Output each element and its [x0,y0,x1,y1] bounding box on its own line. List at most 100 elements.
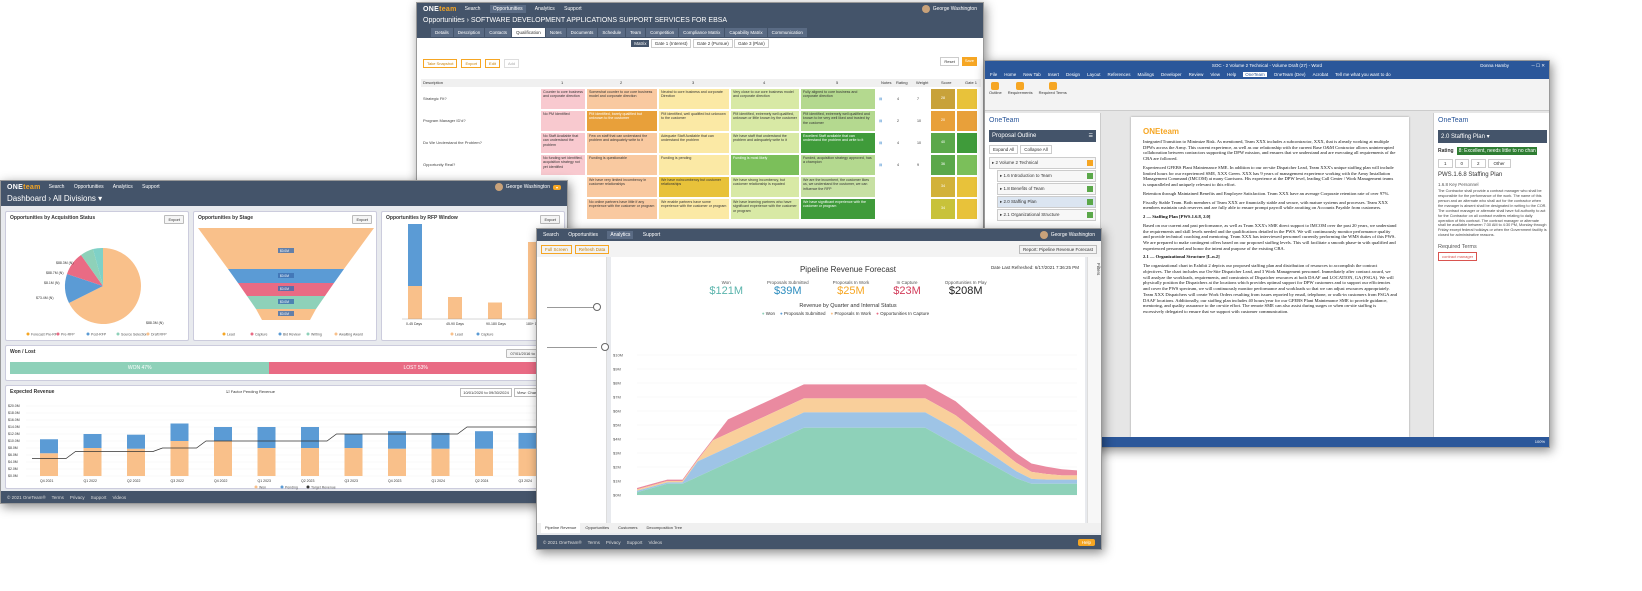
ribbon-insert[interactable]: Insert [1047,72,1059,77]
take-snapshot-button[interactable]: Take Snapshot [423,59,458,68]
criteria-cell[interactable]: We have staff that understand the proble… [731,133,799,153]
subtab-gate2[interactable]: Gate 2 (Pursue) [692,39,733,48]
outline-item[interactable]: ▸ 2.1 Organizational Structure [997,209,1096,221]
ribbon-references[interactable]: References [1107,72,1131,77]
reset-button[interactable]: Reset [940,57,959,66]
ribbon-view[interactable]: View [1210,72,1221,77]
rating-value[interactable]: 2 [897,119,899,123]
requirements-ribbon-button[interactable]: Requirements [1008,82,1033,107]
outline-item[interactable]: ▸ 2 Volume 2 Technical [989,157,1096,169]
tab-competition[interactable]: Competition [646,28,679,37]
subtab-gate1[interactable]: Gate 1 (Interest) [650,39,692,48]
legend-item[interactable]: ● Won [761,311,775,316]
add-button[interactable]: Add [503,59,520,68]
nav-opportunities[interactable]: Opportunities [73,184,104,190]
zoom-level[interactable]: 100% [1534,439,1545,444]
criteria-cell[interactable]: PM identified, well qualified but unknow… [659,111,729,131]
criteria-cell[interactable]: Neutral to core business and corporate D… [659,89,729,109]
tab-schedule[interactable]: Schedule [598,28,626,37]
export-button[interactable]: Export [540,215,560,224]
division-selector[interactable]: All Divisions [52,194,96,203]
outline-item[interactable]: ▸ 2.0 Staffing Plan [997,196,1096,208]
menu-icon[interactable]: ☰ [1088,133,1093,139]
criteria-cell[interactable]: No PM Identified [541,111,585,131]
privacy-link[interactable]: Privacy [69,494,85,500]
terms-link[interactable]: Terms [51,494,64,500]
criteria-cell[interactable]: PM identified, extremely well qualified … [801,111,875,131]
nav-search[interactable]: Search [48,184,65,190]
tab-compliance-matrix[interactable]: Compliance Matrix [679,28,725,37]
document-page[interactable]: ONEteam Integrated Transition to Minimiz… [1131,117,1409,437]
tab-details[interactable]: Details [431,28,453,37]
nav-analytics[interactable]: Analytics [607,231,634,239]
terms-link[interactable]: Terms [587,539,600,545]
rating-select[interactable]: 8: Excellent, needs little to no chan [1456,147,1537,155]
report-selector[interactable]: Report: Pipeline Revenue Forecast [1018,244,1097,254]
tab-documents[interactable]: Documents [566,28,598,37]
user-menu[interactable]: George Washington [921,5,977,13]
tab-description[interactable]: Description [453,28,485,37]
videos-link[interactable]: Videos [112,494,127,500]
help-button[interactable]: Help [1077,538,1095,546]
count-3[interactable]: 2 [1471,159,1486,168]
criteria-cell[interactable]: We have learning partners who have signi… [731,199,799,219]
criteria-cell[interactable]: Very close to our core business model an… [731,89,799,109]
ribbon-newtab[interactable]: New Tab [1023,72,1041,77]
export-button[interactable]: Export [461,59,482,68]
nav-search[interactable]: Search [543,232,559,238]
tab-contacts[interactable]: Contacts [485,28,512,37]
criteria-cell[interactable]: Excellent Staff available that can under… [801,133,875,153]
required-terms-ribbon-button[interactable]: Required Terms [1039,82,1067,107]
criteria-cell[interactable]: We have noincumbency but customer relati… [659,177,729,197]
criteria-cell[interactable]: We enable partners have some experience … [659,199,729,219]
factor-pending-checkbox[interactable]: ☑ Factor Pending Revenue [226,389,275,394]
collapse-all-button[interactable]: Collapse All [1020,145,1052,154]
nav-opportunities[interactable]: Opportunities [489,5,526,13]
save-button[interactable]: Save [961,57,977,66]
breadcrumb[interactable]: Opportunities [423,17,465,24]
tab-pipeline-revenue[interactable]: Pipeline Revenue [541,523,581,533]
tell-me[interactable]: Tell me what you want to do [1335,72,1391,77]
full-screen-button[interactable]: Full Screen [541,244,572,254]
tab-opportunities[interactable]: Opportunities [585,525,610,530]
ribbon-developer[interactable]: Developer [1161,72,1182,77]
tab-qualification[interactable]: Qualification [512,28,545,37]
export-button[interactable]: Export [164,215,184,224]
outline-ribbon-button[interactable]: Outline [989,82,1002,107]
criteria-cell[interactable]: Funding is questionable [587,155,657,175]
count-other[interactable]: Other [1487,159,1511,168]
criteria-cell[interactable]: Counter to core business and corporate d… [541,89,585,109]
notes-icon[interactable]: ▤ [879,163,883,167]
nav-search[interactable]: Search [464,6,481,12]
legend-item[interactable]: ● Proposals Submitted [779,311,826,316]
nav-analytics[interactable]: Analytics [534,6,555,12]
rating-value[interactable]: 4 [897,97,899,101]
date-range-button[interactable]: 10/01/2020 to 09/30/2024 [460,388,512,397]
nav-support[interactable]: Support [564,6,582,12]
expand-all-button[interactable]: Expand All [989,145,1019,154]
ribbon-oneteam[interactable]: OneTeam [1243,72,1267,77]
refresh-data-button[interactable]: Refresh Data [574,244,610,254]
rating-value[interactable]: 4 [897,141,899,145]
tab-capability-matrix[interactable]: Capability Matrix [725,28,767,37]
ribbon-layout[interactable]: Layout [1087,72,1101,77]
criteria-cell[interactable]: Fully aligned to core business and corpo… [801,89,875,109]
videos-link[interactable]: Videos [648,539,663,545]
criteria-cell[interactable]: We have significant experience with the … [801,199,875,219]
ribbon-oneteam-dev[interactable]: OneTeam (Dev) [1273,72,1306,77]
tab-notes[interactable]: Notes [545,28,566,37]
legend-item[interactable]: ● Opportunities In Capture [876,311,930,316]
outline-item[interactable]: ▸ 1.6 Introduction to Team [997,170,1096,182]
criteria-cell[interactable]: We are the incumbent, the customer likes… [801,177,875,197]
rating-value[interactable]: 4 [897,163,899,167]
edit-button[interactable]: Edit [485,59,500,68]
nav-support[interactable]: Support [142,184,160,190]
nav-opportunities[interactable]: Opportunities [568,232,598,238]
tab-team[interactable]: Team [626,28,646,37]
required-term-tag[interactable]: contract manager [1438,252,1478,262]
criteria-cell[interactable]: Funding is most likely [731,155,799,175]
legend-item[interactable]: ● Proposals In Work [830,311,872,316]
subtab-gate3[interactable]: Gate 3 (Plan) [734,39,769,48]
user-menu[interactable]: George Washington [1039,231,1095,239]
outline-item[interactable]: ▸ 1.8 Benefits of Team [997,183,1096,195]
